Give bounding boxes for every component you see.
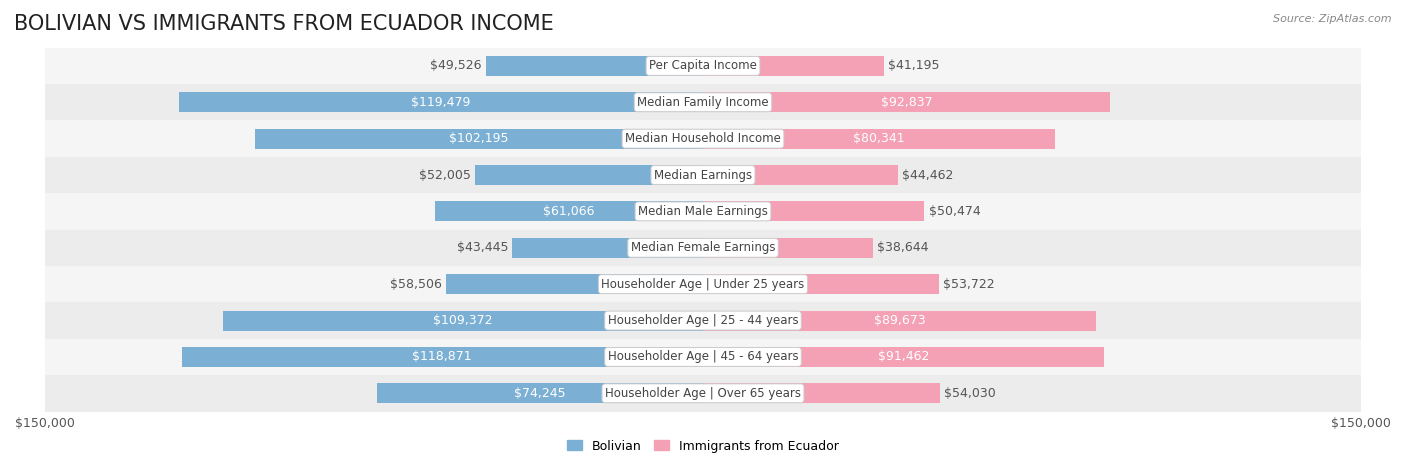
Bar (703, 311, 1097, 331)
Bar (179, 92, 703, 112)
Bar (224, 311, 703, 331)
Text: $118,871: $118,871 (412, 350, 472, 363)
Bar (181, 347, 703, 367)
Text: $38,644: $38,644 (877, 241, 928, 255)
Bar (45, 157, 1361, 193)
Text: Householder Age | 45 - 64 years: Householder Age | 45 - 64 years (607, 350, 799, 363)
Text: $109,372: $109,372 (433, 314, 494, 327)
Bar (703, 383, 941, 403)
Bar (45, 120, 1361, 157)
Bar (703, 347, 1104, 367)
Bar (703, 201, 924, 221)
Bar (703, 238, 873, 258)
Text: Per Capita Income: Per Capita Income (650, 59, 756, 72)
Text: $52,005: $52,005 (419, 169, 471, 182)
Text: $92,837: $92,837 (880, 96, 932, 109)
Bar (254, 128, 703, 149)
Bar (45, 193, 1361, 230)
Bar (45, 230, 1361, 266)
Text: $50,474: $50,474 (929, 205, 980, 218)
Text: Householder Age | 25 - 44 years: Householder Age | 25 - 44 years (607, 314, 799, 327)
Bar (434, 201, 703, 221)
Text: $91,462: $91,462 (877, 350, 929, 363)
Text: $54,030: $54,030 (945, 387, 997, 400)
Text: $49,526: $49,526 (430, 59, 481, 72)
Text: $41,195: $41,195 (889, 59, 939, 72)
Text: $53,722: $53,722 (943, 278, 994, 290)
Text: Source: ZipAtlas.com: Source: ZipAtlas.com (1274, 14, 1392, 24)
Bar (45, 302, 1361, 339)
Bar (703, 92, 1111, 112)
Text: Median Male Earnings: Median Male Earnings (638, 205, 768, 218)
Text: $80,341: $80,341 (853, 132, 905, 145)
Bar (45, 48, 1361, 84)
Bar (512, 238, 703, 258)
Text: $74,245: $74,245 (515, 387, 567, 400)
Bar (45, 84, 1361, 120)
Text: $43,445: $43,445 (457, 241, 508, 255)
Bar (703, 56, 884, 76)
Text: $119,479: $119,479 (411, 96, 471, 109)
Bar (703, 165, 898, 185)
Text: $89,673: $89,673 (875, 314, 925, 327)
Bar (377, 383, 703, 403)
Text: Householder Age | Under 25 years: Householder Age | Under 25 years (602, 278, 804, 290)
Bar (475, 165, 703, 185)
Text: Median Family Income: Median Family Income (637, 96, 769, 109)
Bar (45, 375, 1361, 411)
Bar (446, 274, 703, 294)
Text: $58,506: $58,506 (389, 278, 441, 290)
Text: Median Household Income: Median Household Income (626, 132, 780, 145)
Text: Householder Age | Over 65 years: Householder Age | Over 65 years (605, 387, 801, 400)
Bar (703, 128, 1056, 149)
Bar (703, 274, 939, 294)
Bar (485, 56, 703, 76)
Text: $44,462: $44,462 (903, 169, 953, 182)
Text: Median Female Earnings: Median Female Earnings (631, 241, 775, 255)
Bar (45, 339, 1361, 375)
Legend: Bolivian, Immigrants from Ecuador: Bolivian, Immigrants from Ecuador (567, 439, 839, 453)
Text: $61,066: $61,066 (543, 205, 595, 218)
Text: Median Earnings: Median Earnings (654, 169, 752, 182)
Text: $102,195: $102,195 (449, 132, 509, 145)
Text: BOLIVIAN VS IMMIGRANTS FROM ECUADOR INCOME: BOLIVIAN VS IMMIGRANTS FROM ECUADOR INCO… (14, 14, 554, 34)
Bar (45, 266, 1361, 302)
